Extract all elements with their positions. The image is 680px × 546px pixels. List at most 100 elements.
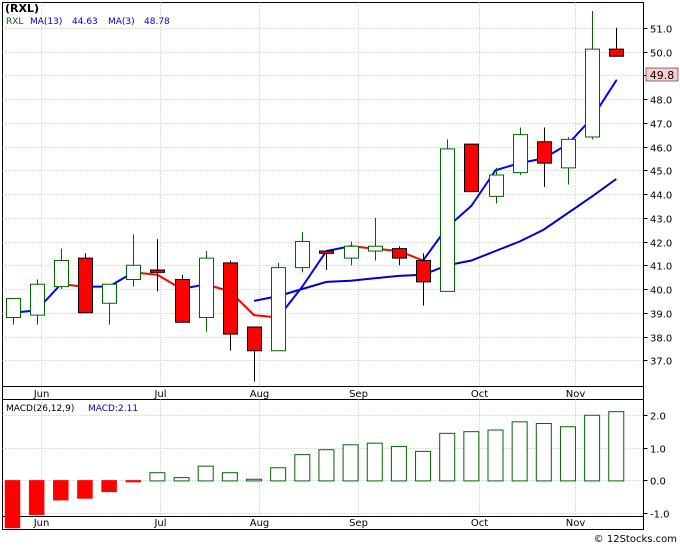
price-y-tick-label: 37.0: [650, 357, 672, 368]
candle: [368, 217, 383, 261]
macd-bar: [390, 445, 407, 482]
macd-x-tick-label: Jun: [33, 518, 50, 529]
price-y-tick-label: 47.0: [650, 120, 672, 131]
candle: [6, 298, 21, 325]
price-x-tick-label: Jun: [33, 389, 50, 400]
price-x-tick-label: Sep: [349, 389, 368, 400]
candle-body-up: [199, 257, 214, 318]
candle-body-up: [513, 134, 528, 174]
candle-body-down: [319, 250, 334, 254]
price-y-tick-label: 39.0: [650, 310, 672, 321]
macd-y-tick-labels: -1.0 0.0 1.0 2.0: [643, 412, 670, 521]
candle-body-down: [247, 326, 262, 352]
candle: [295, 232, 310, 273]
macd-bar: [53, 480, 69, 501]
candle-body-down: [392, 248, 407, 259]
candle-body-up: [344, 245, 359, 259]
candle-body-up: [561, 138, 576, 169]
macd-bar: [342, 444, 359, 482]
price-y-tick-label: 42.0: [650, 239, 672, 250]
price-y-tick-label: 45.0: [650, 167, 672, 178]
legend-ma13-value: 44.63: [72, 17, 98, 27]
candle-body-up: [489, 174, 504, 197]
macd-bar: [511, 421, 528, 482]
copyright-text: © 12Stocks.com: [594, 534, 677, 545]
price-candles: [6, 11, 624, 382]
macd-bar: [270, 467, 287, 482]
price-gridlines: [2, 2, 644, 387]
legend-ma3-value: 48.78: [144, 17, 170, 27]
macd-bar: [125, 480, 141, 483]
macd-bar: [463, 431, 480, 482]
macd-bar: [294, 454, 311, 482]
candle-body-down: [78, 257, 93, 314]
macd-value-label: MACD:2.11: [88, 404, 138, 414]
candle: [271, 262, 286, 352]
price-y-tick-label: 48.0: [650, 96, 672, 107]
macd-bars: [4, 411, 625, 529]
candle: [247, 326, 262, 382]
macd-bar: [439, 432, 456, 482]
last-price-label: 49.8: [650, 69, 675, 82]
candle-body-down: [464, 143, 479, 193]
candle-body-up: [271, 267, 286, 352]
candle-body-up: [440, 148, 455, 292]
candle: [150, 239, 165, 292]
candle-body-down: [537, 141, 552, 164]
ma3-segment: [301, 250, 328, 288]
macd-bar: [535, 422, 552, 482]
macd-bar: [221, 472, 238, 482]
price-y-tick-label: 50.0: [650, 49, 672, 60]
candle-body-up: [6, 298, 21, 318]
candle-body-up: [102, 283, 117, 304]
macd-y-tick-label: 0.0: [650, 477, 666, 488]
candle: [344, 241, 359, 266]
macd-bar: [584, 414, 601, 482]
macd-bar: [173, 477, 190, 482]
macd-bar: [149, 472, 166, 482]
candle: [319, 250, 334, 270]
price-y-tick-label: 38.0: [650, 334, 672, 345]
legend-rxl: RXL: [6, 17, 23, 27]
candle: [513, 127, 528, 175]
macd-bar: [246, 478, 262, 482]
candle: [440, 139, 455, 292]
candle: [199, 251, 214, 332]
legend-ma3: MA(3): [108, 17, 135, 27]
candle: [54, 248, 69, 289]
macd-bar: [318, 449, 335, 482]
price-y-tick-label: 43.0: [650, 215, 672, 226]
candle-body-down: [175, 279, 190, 323]
candle-body-up: [54, 260, 69, 288]
macd-y-tick-label: -1.0: [650, 510, 670, 521]
candle: [78, 253, 93, 314]
candle-body-down: [223, 262, 238, 335]
candle-body-up: [126, 264, 141, 280]
legend-ma13: MA(13): [30, 17, 62, 27]
price-x-tick-label: Jul: [153, 389, 166, 400]
price-x-tick-label: Aug: [250, 389, 270, 400]
price-x-tick-label: Nov: [566, 389, 586, 400]
price-x-tick-label: Oct: [471, 389, 488, 400]
macd-bar: [4, 480, 21, 529]
price-panel-frame: [2, 2, 644, 400]
macd-bar: [101, 480, 117, 493]
price-y-tick-label: 40.0: [650, 286, 672, 297]
macd-x-tick-label: Nov: [566, 518, 586, 529]
candle: [102, 283, 117, 325]
macd-bar: [487, 429, 504, 482]
macd-bar: [415, 450, 432, 482]
candle-body-up: [295, 241, 310, 269]
macd-x-tick-label: Sep: [349, 518, 368, 529]
price-y-tick-label: 41.0: [650, 262, 672, 273]
candle: [537, 127, 552, 187]
ma13-line: [253, 178, 617, 302]
macd-y-tick-label: 2.0: [650, 412, 666, 423]
candle: [609, 27, 624, 57]
macd-bar: [366, 442, 383, 482]
price-y-tick-label: 46.0: [650, 144, 672, 155]
candle-body-down: [609, 48, 624, 57]
candle: [223, 260, 238, 351]
macd-y-tick-label: 1.0: [650, 445, 666, 456]
